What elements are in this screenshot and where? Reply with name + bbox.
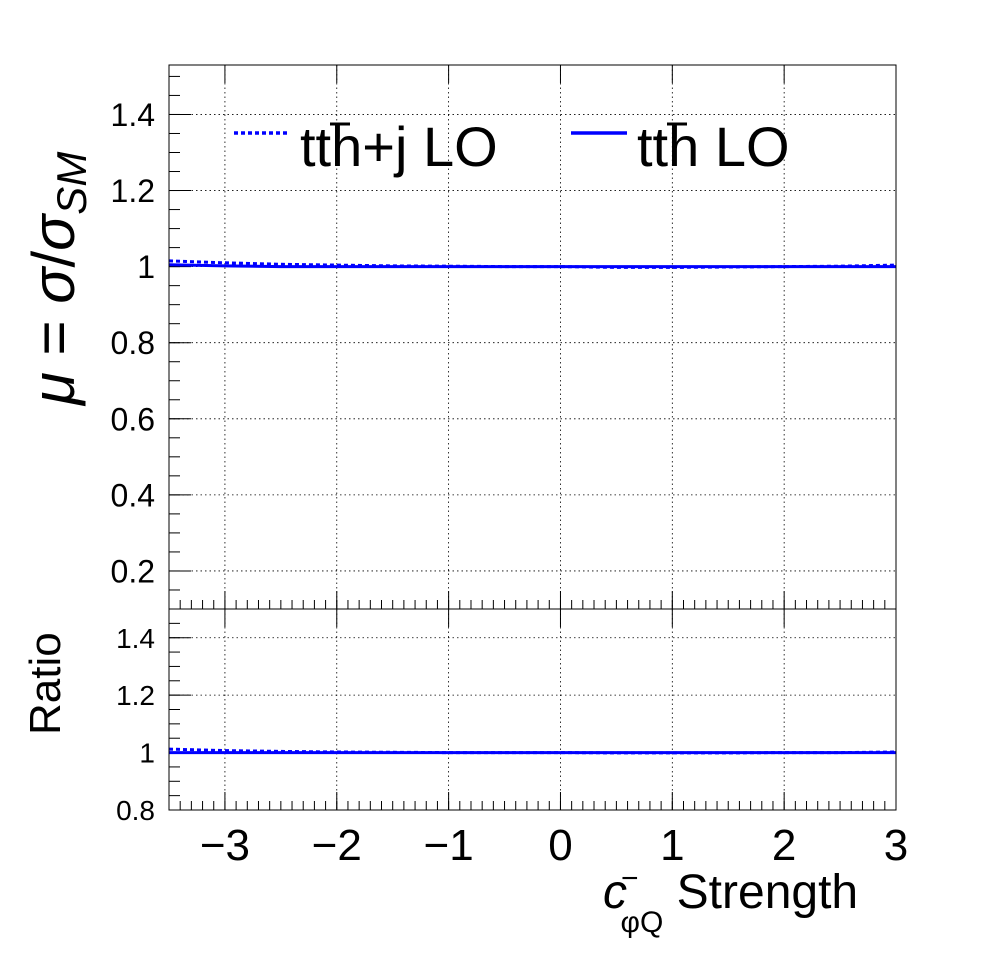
- x-tick-label: 3: [884, 821, 908, 870]
- ratio-panel: 0.8 1 1.2 1.4 −3 −2 −1 0 1 2 3 Ratio c− φQ Strengt…: [21, 608, 908, 939]
- ratio-plot-frame: [168, 608, 897, 811]
- main-y-tick-label: 1.2: [111, 173, 155, 209]
- ratio-y-tick-label: 0.8: [116, 795, 155, 826]
- main-y-tick-label: 1: [137, 249, 155, 285]
- ratio-y-tick-label: 1.2: [116, 680, 155, 711]
- main-series: [168, 259, 897, 269]
- ratio-y-axis-title: Ratio: [21, 632, 70, 735]
- main-y-tick-label: 0.2: [111, 553, 155, 589]
- x-tick-label: −2: [312, 821, 362, 870]
- x-tick-label: 0: [548, 821, 572, 870]
- x-tick-labels: −3 −2 −1 0 1 2 3: [200, 821, 908, 870]
- ratio-ticks: [168, 609, 897, 811]
- ratio-series: [168, 747, 897, 755]
- main-y-tick-label: 0.8: [111, 325, 155, 361]
- main-y-tick-label: 0.6: [111, 401, 155, 437]
- x-tick-label: −1: [424, 821, 474, 870]
- ratio-grid: [169, 609, 897, 810]
- main-ticks: [168, 65, 897, 610]
- main-y-tick-label: 1.4: [111, 97, 155, 133]
- main-y-tick-labels: 0.2 0.4 0.6 0.8 1 1.2 1.4: [111, 97, 155, 590]
- main-series-tth: [168, 263, 896, 269]
- legend-label-tth: tth LO: [637, 115, 790, 178]
- ratio-y-tick-label: 1.4: [116, 623, 155, 654]
- ratio-y-tick-label: 1: [139, 738, 155, 769]
- main-y-tick-label: 0.4: [111, 477, 155, 513]
- ratio-y-tick-labels: 0.8 1 1.2 1.4: [116, 623, 155, 826]
- x-axis-title: c− φQ Strength: [603, 862, 858, 939]
- main-panel: 0.2 0.4 0.6 0.8 1 1.2 1.4 tth+j LO tth LO μ = …: [20, 64, 897, 610]
- legend-label-tth-j: tth+j LO: [300, 115, 498, 178]
- x-tick-label: 1: [660, 821, 684, 870]
- main-y-axis-title: μ = σ/σSM: [20, 152, 95, 407]
- legend: tth+j LO tth LO: [234, 115, 790, 178]
- x-tick-label: 2: [772, 821, 796, 870]
- x-tick-label: −3: [200, 821, 250, 870]
